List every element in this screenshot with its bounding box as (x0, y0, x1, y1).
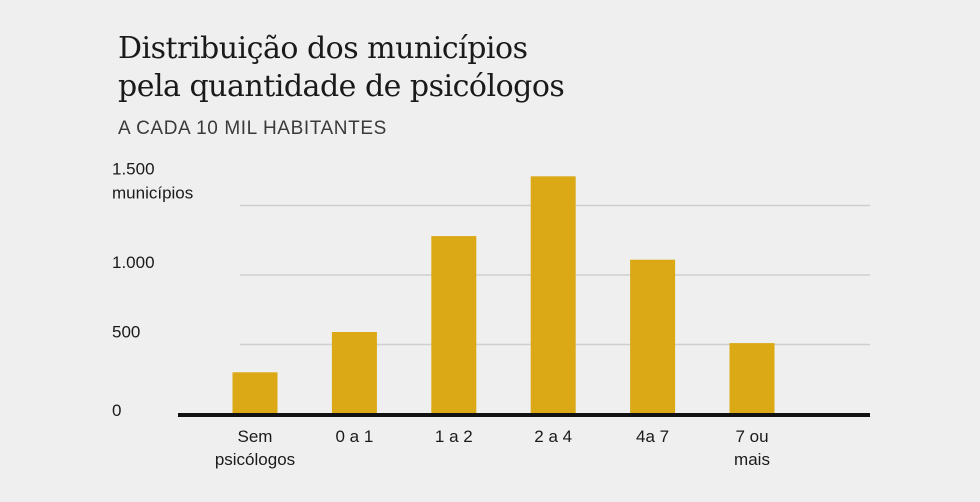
bar-0 (232, 372, 278, 414)
x-tick-label-2: 1 a 2 (435, 427, 473, 446)
y-tick-label-3-0: 1.500 (112, 160, 155, 179)
x-tick-label-3: 2 a 4 (534, 427, 572, 446)
bar-3 (530, 176, 576, 414)
y-tick-label-2: 1.000 (112, 253, 155, 272)
y-tick-label-1: 500 (112, 323, 140, 342)
chart-subtitle: A CADA 10 MIL HABITANTES (118, 118, 387, 139)
chart-title-line-2: pela quantidade de psicólogos (118, 69, 565, 104)
chart-title-line-1: Distribuição dos municípios (118, 31, 528, 66)
bar-1 (331, 331, 377, 414)
y-tick-label-0: 0 (112, 401, 121, 420)
x-tick-label-0-0: Sem (238, 427, 273, 446)
bar-2 (431, 236, 477, 414)
x-tick-label-5-1: mais (734, 450, 770, 469)
x-tick-label-1: 0 a 1 (335, 427, 373, 446)
bar-5 (729, 343, 775, 414)
x-tick-label-0-1: psicólogos (215, 450, 295, 469)
x-tick-label-5-0: 7 ou (735, 427, 768, 446)
y-tick-label-3-1: municípios (112, 184, 193, 203)
bar-4 (630, 259, 676, 414)
chart-title: Distribuição dos municípios pela quantid… (118, 30, 565, 106)
x-tick-label-4: 4a 7 (636, 427, 669, 446)
